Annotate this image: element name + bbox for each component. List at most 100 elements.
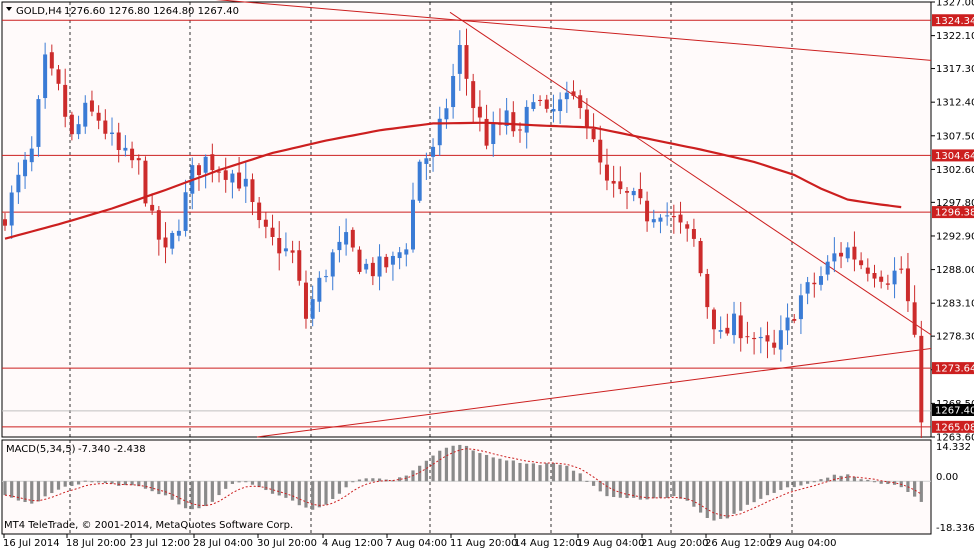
macd-bar <box>277 481 281 496</box>
candle-body <box>9 192 14 226</box>
candle-body <box>444 108 449 120</box>
candle-body <box>905 268 910 302</box>
macd-bar <box>658 481 663 498</box>
macd-bar <box>16 481 20 501</box>
candle-body <box>812 282 817 285</box>
macd-bar <box>97 481 101 483</box>
candle-body <box>410 199 415 250</box>
macd-bar <box>745 481 750 505</box>
macd-bar <box>525 463 529 482</box>
macd-bar <box>812 481 816 483</box>
level-tag <box>932 362 974 375</box>
macd-values: -7.340 -2.438 <box>78 444 146 455</box>
candle-body <box>350 229 355 248</box>
price-tick-label: 1307.50 <box>936 131 974 142</box>
macd-bar <box>571 470 576 482</box>
candle-body <box>176 230 181 236</box>
level-tag <box>932 149 974 162</box>
candle-body <box>384 256 389 268</box>
candle-body <box>638 188 643 199</box>
candle-body <box>504 110 509 126</box>
macd-bar <box>913 481 917 497</box>
macd-bar <box>331 481 335 499</box>
candle-body <box>651 219 656 223</box>
time-tick-label: 29 Aug 04:00 <box>769 538 836 549</box>
macd-bar <box>418 465 422 482</box>
symbol-header[interactable]: GOLD,H4 1276.60 1276.80 1264.80 1267.40 <box>6 6 239 17</box>
candle-body <box>899 268 904 270</box>
candle-body <box>778 330 783 350</box>
candle-body <box>357 249 362 272</box>
last-price-tag: 1267.40 <box>932 404 974 417</box>
macd-bar <box>919 481 923 502</box>
price-tick-label: 1288.00 <box>936 265 974 276</box>
candle-body <box>578 95 583 109</box>
candle-body <box>83 102 88 127</box>
candle-body <box>390 255 395 265</box>
macd-bar <box>785 481 790 488</box>
ma-line <box>4 121 902 240</box>
macd-bar <box>210 481 214 502</box>
macd-bar <box>732 481 736 514</box>
candle-body <box>611 180 616 184</box>
macd-bar <box>257 481 261 488</box>
level-tag <box>932 14 974 27</box>
macd-bar <box>371 478 375 482</box>
candle-body <box>49 52 54 69</box>
macd-bar <box>43 481 47 497</box>
candle-body <box>671 216 676 218</box>
candle-body <box>711 309 716 330</box>
candle-body <box>203 156 208 173</box>
macd-bar <box>806 481 810 484</box>
dropdown-triangle-icon[interactable] <box>6 7 12 11</box>
candle-body <box>859 260 864 266</box>
level-tag-label: 1296.38 <box>935 208 974 219</box>
macd-bar <box>705 481 709 518</box>
macd-bar <box>478 453 482 482</box>
candle-body <box>377 256 382 277</box>
candle-body <box>344 232 349 245</box>
candle-body <box>297 250 302 281</box>
macd-bar <box>819 479 823 482</box>
macd-bar <box>76 481 81 485</box>
candle-body <box>303 282 308 319</box>
candle-body <box>845 247 850 259</box>
macd-bar <box>157 481 161 495</box>
candle-body <box>758 336 763 339</box>
macd-bar <box>424 460 428 482</box>
candle-body <box>725 327 730 334</box>
candle-body <box>210 154 215 171</box>
candle-body <box>143 160 148 204</box>
trendline <box>215 0 932 61</box>
macd-zero-label: 0.00 <box>936 472 958 483</box>
level-tag-label: 1304.64 <box>935 151 974 162</box>
macd-bar <box>872 481 877 483</box>
vertical-grid <box>69 2 793 534</box>
time-tick-label: 28 Jul 04:00 <box>193 538 253 549</box>
price-tick-label: 1292.90 <box>936 231 974 242</box>
macd-bar <box>759 481 763 499</box>
macd-bar <box>591 481 596 486</box>
macd-bar <box>585 480 589 482</box>
candle-body <box>524 106 529 133</box>
candle-body <box>404 249 409 255</box>
price-tick-label: 1312.40 <box>936 98 974 109</box>
candle-body <box>330 252 335 277</box>
candle-body <box>257 202 262 221</box>
candle-body <box>290 250 295 253</box>
macd-bar <box>491 457 495 482</box>
time-tick-label: 23 Jul 12:00 <box>130 538 190 549</box>
macd-bar <box>431 455 435 482</box>
macd-bar <box>866 479 870 482</box>
level-tag-label: 1273.64 <box>935 364 974 375</box>
macd-bar <box>698 481 703 513</box>
macd-bar <box>618 481 622 498</box>
candle-body <box>69 114 74 135</box>
macd-bar <box>846 474 850 482</box>
price-tick-label: 1278.30 <box>936 332 974 343</box>
candle-body <box>618 181 623 190</box>
macd-bar <box>859 479 863 482</box>
macd-bar <box>612 481 616 498</box>
candle-body <box>283 248 288 252</box>
